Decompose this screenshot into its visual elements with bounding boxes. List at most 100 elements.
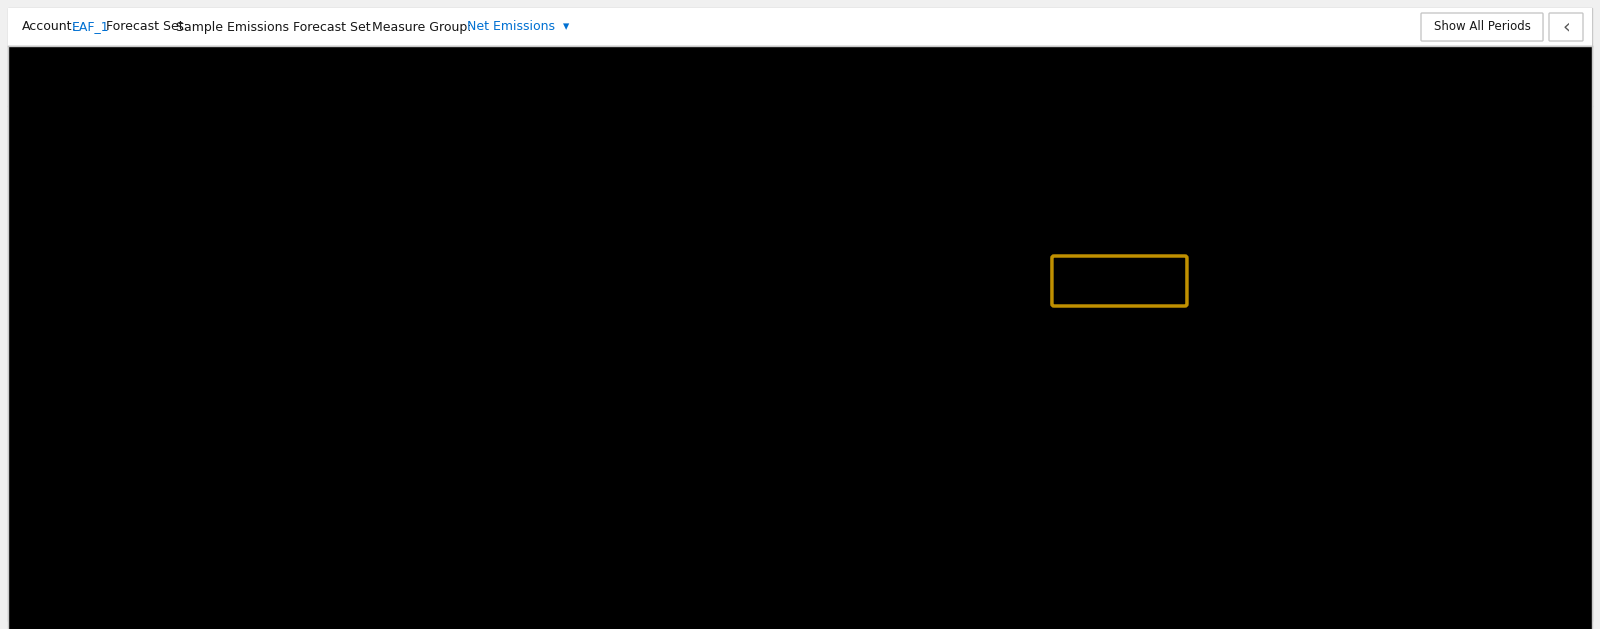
Text: i: i xyxy=(1349,526,1352,535)
Text: ⌄: ⌄ xyxy=(1309,71,1318,81)
Text: Target Compensated
Emissions (tCO2e): Target Compensated Emissions (tCO2e) xyxy=(195,220,310,242)
Text: 40,000: 40,000 xyxy=(790,226,829,236)
Bar xyxy=(1051,406,1187,456)
Text: -: - xyxy=(520,526,523,536)
Text: 15,167: 15,167 xyxy=(1466,626,1504,629)
Text: FY 2024
(1/1/2024): FY 2024 (1/1/2024) xyxy=(789,65,854,87)
Text: 10,000: 10,000 xyxy=(654,426,693,436)
Text: 22.39: 22.39 xyxy=(400,526,432,536)
Bar xyxy=(8,306,1592,356)
Text: 11,421: 11,421 xyxy=(654,626,694,629)
Text: 110,000: 110,000 xyxy=(654,576,701,586)
Text: ‹: ‹ xyxy=(1562,18,1570,36)
Text: 75,842.59: 75,842.59 xyxy=(790,176,846,186)
Text: 4,350,280: 4,350,280 xyxy=(1466,276,1522,286)
Text: -: - xyxy=(790,126,794,136)
Bar xyxy=(8,106,1592,156)
Text: 2,309,463: 2,309,463 xyxy=(1059,276,1117,286)
Text: Planned Carbon Credits
Investment: Planned Carbon Credits Investment xyxy=(195,570,326,593)
Bar xyxy=(8,606,1592,629)
Bar xyxy=(8,206,1592,256)
Circle shape xyxy=(669,525,680,537)
Text: ⌄: ⌄ xyxy=(904,71,912,81)
Text: FY 2026
(1/1/2026): FY 2026 (1/1/2026) xyxy=(1059,65,1123,87)
Text: 106,689,432: 106,689,432 xyxy=(400,276,470,286)
Text: 14: 14 xyxy=(1195,526,1210,536)
Text: 260,000: 260,000 xyxy=(1059,576,1106,586)
Text: ⌄: ⌄ xyxy=(173,71,182,81)
Bar xyxy=(1051,256,1187,306)
Text: 13,789: 13,789 xyxy=(1195,626,1234,629)
Bar xyxy=(8,8,1592,46)
Text: i: i xyxy=(808,526,811,535)
Text: Account:: Account: xyxy=(22,21,77,33)
Text: 197,000: 197,000 xyxy=(654,376,701,386)
Bar xyxy=(1051,306,1187,356)
Text: 69,605.6: 69,605.6 xyxy=(1059,176,1109,186)
Text: Net Emissions Forecast
(tCO2e): Net Emissions Forecast (tCO2e) xyxy=(195,470,323,493)
FancyBboxPatch shape xyxy=(1549,13,1582,41)
Text: 9,000: 9,000 xyxy=(1466,226,1496,236)
Text: 147,000: 147,000 xyxy=(654,326,701,336)
Bar xyxy=(1051,506,1187,556)
Text: 31,253: 31,253 xyxy=(1330,426,1368,436)
Bar xyxy=(8,46,1592,106)
Text: 437,542: 437,542 xyxy=(1330,576,1376,586)
Text: 12,354: 12,354 xyxy=(790,626,829,629)
Text: -: - xyxy=(520,276,523,286)
Text: 9,113: 9,113 xyxy=(1059,476,1091,486)
Bar xyxy=(8,456,1592,506)
Text: 20: 20 xyxy=(1466,526,1478,536)
Text: 5,276: 5,276 xyxy=(1195,476,1227,486)
Text: 11: 11 xyxy=(790,526,803,536)
Text: 203,141: 203,141 xyxy=(925,376,971,386)
Text: Actual Emissions (tCO2e): Actual Emissions (tCO2e) xyxy=(195,126,336,136)
Circle shape xyxy=(939,525,950,537)
Bar xyxy=(1051,456,1187,506)
Text: 13,320: 13,320 xyxy=(925,476,963,486)
Text: -: - xyxy=(520,126,523,136)
Text: 161,141: 161,141 xyxy=(790,326,835,336)
Text: Aggregate: Aggregate xyxy=(400,69,469,82)
Text: EAF_1: EAF_1 xyxy=(72,21,110,33)
Text: 10,012: 10,012 xyxy=(520,626,558,629)
Bar xyxy=(1051,356,1187,406)
Text: 219,865: 219,865 xyxy=(1330,376,1376,386)
Text: 673,080: 673,080 xyxy=(1466,576,1510,586)
Text: i: i xyxy=(1483,526,1486,535)
Text: 14,121: 14,121 xyxy=(1330,626,1368,629)
Text: Measure Group:: Measure Group: xyxy=(371,21,472,33)
Text: 66,682.16: 66,682.16 xyxy=(1195,176,1251,186)
Text: 13,175,088: 13,175,088 xyxy=(400,576,462,586)
Bar xyxy=(1051,556,1187,606)
Circle shape xyxy=(1210,525,1221,537)
Text: Planned Carbon Credits
(tCO2e): Planned Carbon Credits (tCO2e) xyxy=(195,420,326,442)
Text: Required Carbon Credits
(tCO2e): Required Carbon Credits (tCO2e) xyxy=(195,320,331,342)
Bar xyxy=(1422,14,1542,40)
Text: Target Emissions (tCO2e): Target Emissions (tCO2e) xyxy=(195,176,334,186)
Text: ⌄: ⌄ xyxy=(378,71,387,81)
Text: 209,865: 209,865 xyxy=(1330,326,1376,336)
Text: 194,000: 194,000 xyxy=(520,376,566,386)
Text: 168,141: 168,141 xyxy=(925,326,971,336)
Text: i: i xyxy=(944,526,946,535)
Text: 0: 0 xyxy=(1466,476,1472,486)
Text: 13,765: 13,765 xyxy=(1059,626,1099,629)
Text: 2,683,156: 2,683,156 xyxy=(1195,276,1251,286)
Text: Forecasted Revenue (USD): Forecasted Revenue (USD) xyxy=(195,626,344,629)
Text: -: - xyxy=(1195,126,1198,136)
Text: 264,000: 264,000 xyxy=(400,226,445,236)
Text: 10,000: 10,000 xyxy=(1330,226,1368,236)
Text: 201,141: 201,141 xyxy=(790,376,835,386)
Bar xyxy=(1051,156,1187,206)
Text: 20,000: 20,000 xyxy=(1059,426,1099,436)
Text: i: i xyxy=(1078,526,1082,535)
Text: 13: 13 xyxy=(1059,526,1074,536)
Text: 12,965: 12,965 xyxy=(925,626,963,629)
Text: ⌄: ⌄ xyxy=(1443,71,1453,81)
Text: 82,638.44: 82,638.44 xyxy=(520,176,576,186)
Text: 452,808.65: 452,808.65 xyxy=(400,126,462,136)
Text: 4,551,744: 4,551,744 xyxy=(400,326,456,336)
Text: -: - xyxy=(520,576,523,586)
Text: 61,738: 61,738 xyxy=(400,476,438,486)
